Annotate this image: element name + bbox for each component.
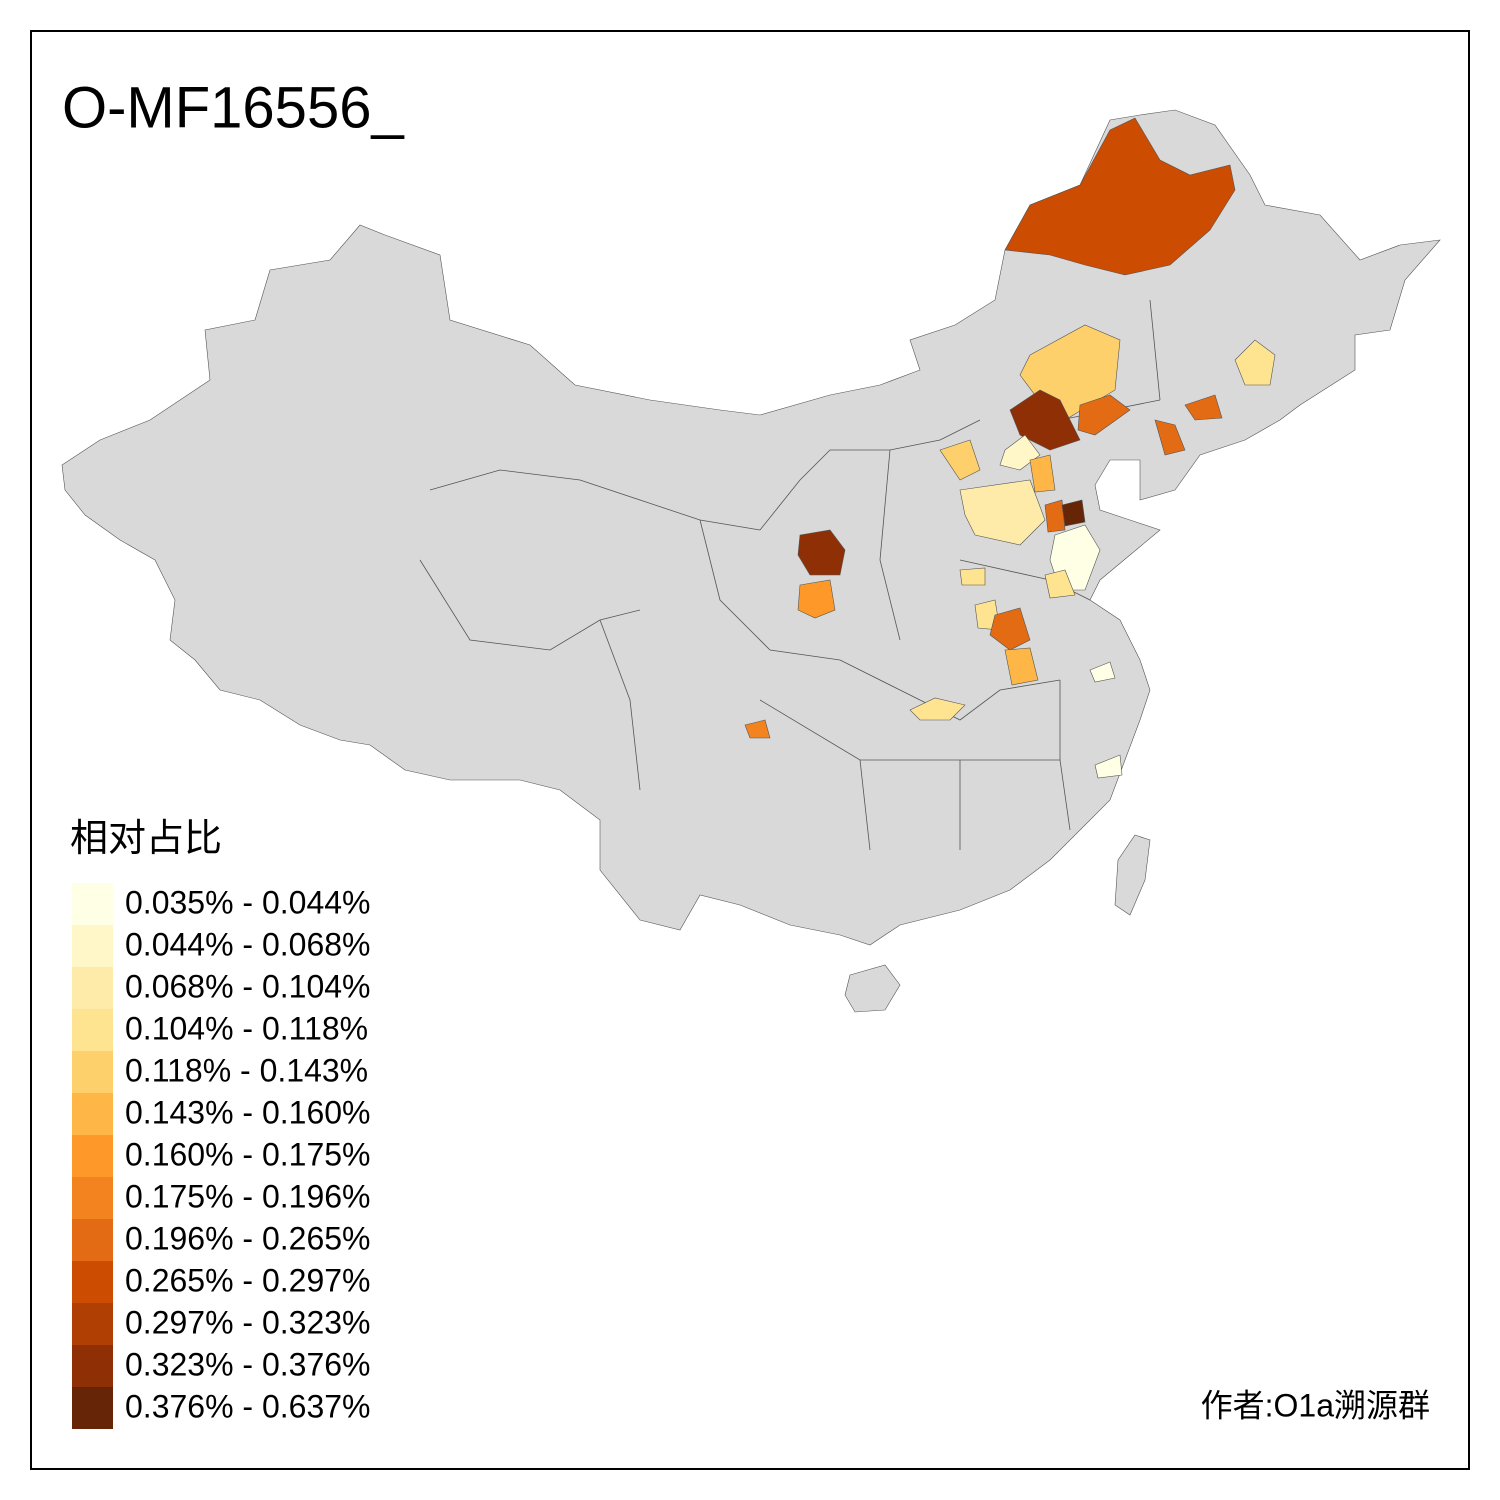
legend-swatch <box>72 1219 113 1261</box>
region-fill <box>1061 499 1086 527</box>
legend-swatch <box>72 1093 113 1135</box>
legend-label: 0.323% - 0.376% <box>125 1346 371 1382</box>
region-fill <box>1077 394 1131 436</box>
legend-swatch <box>72 1303 113 1345</box>
region-fill <box>1004 647 1039 686</box>
data-regions <box>744 117 1276 779</box>
legend-swatch <box>72 925 113 967</box>
region-fill <box>1029 454 1056 493</box>
legend-label: 0.196% - 0.265% <box>125 1220 371 1256</box>
region-fill <box>744 719 771 739</box>
author-note: 作者:O1a溯源群 <box>1201 1387 1430 1423</box>
legend-label: 0.104% - 0.118% <box>125 1010 368 1046</box>
hainan <box>844 964 901 1013</box>
legend: 0.035% - 0.044% 0.044% - 0.068% 0.068% - 0… <box>72 883 371 1429</box>
legend-label: 0.035% - 0.044% <box>125 884 371 920</box>
region-fill <box>1004 117 1236 276</box>
legend-swatch <box>72 1135 113 1177</box>
region-fill <box>1044 499 1066 533</box>
region-fill <box>939 439 981 481</box>
region-fill <box>1154 394 1223 456</box>
region-fill <box>909 697 966 721</box>
map-title: O-MF16556_ <box>62 75 404 140</box>
taiwan <box>1114 834 1151 916</box>
legend-label: 0.143% - 0.160% <box>125 1094 371 1130</box>
legend-label: 0.376% - 0.637% <box>125 1388 371 1424</box>
region-fill <box>1009 389 1081 451</box>
legend-label: 0.265% - 0.297% <box>125 1262 371 1298</box>
china-outline <box>61 109 1441 946</box>
legend-label: 0.297% - 0.323% <box>125 1304 371 1340</box>
region-fill <box>1089 661 1123 779</box>
region-fill <box>959 567 1076 599</box>
legend-swatch <box>72 1009 113 1051</box>
legend-label: 0.118% - 0.143% <box>125 1052 368 1088</box>
legend-label: 0.044% - 0.068% <box>125 926 371 962</box>
legend-swatch <box>72 1177 113 1219</box>
region-fill <box>1234 339 1276 386</box>
region-fill <box>959 479 1046 546</box>
region-fill <box>989 607 1031 651</box>
legend-label: 0.175% - 0.196% <box>125 1178 371 1214</box>
legend-swatch <box>72 1387 113 1429</box>
legend-swatch <box>72 967 113 1009</box>
region-fill <box>797 579 836 619</box>
legend-swatch <box>72 1051 113 1093</box>
legend-title: 相对占比 <box>70 818 222 860</box>
legend-swatch <box>72 883 113 925</box>
legend-label: 0.160% - 0.175% <box>125 1136 371 1172</box>
legend-swatch <box>72 1261 113 1303</box>
legend-label: 0.068% - 0.104% <box>125 968 371 1004</box>
legend-swatch <box>72 1345 113 1387</box>
region-fill <box>797 529 846 576</box>
